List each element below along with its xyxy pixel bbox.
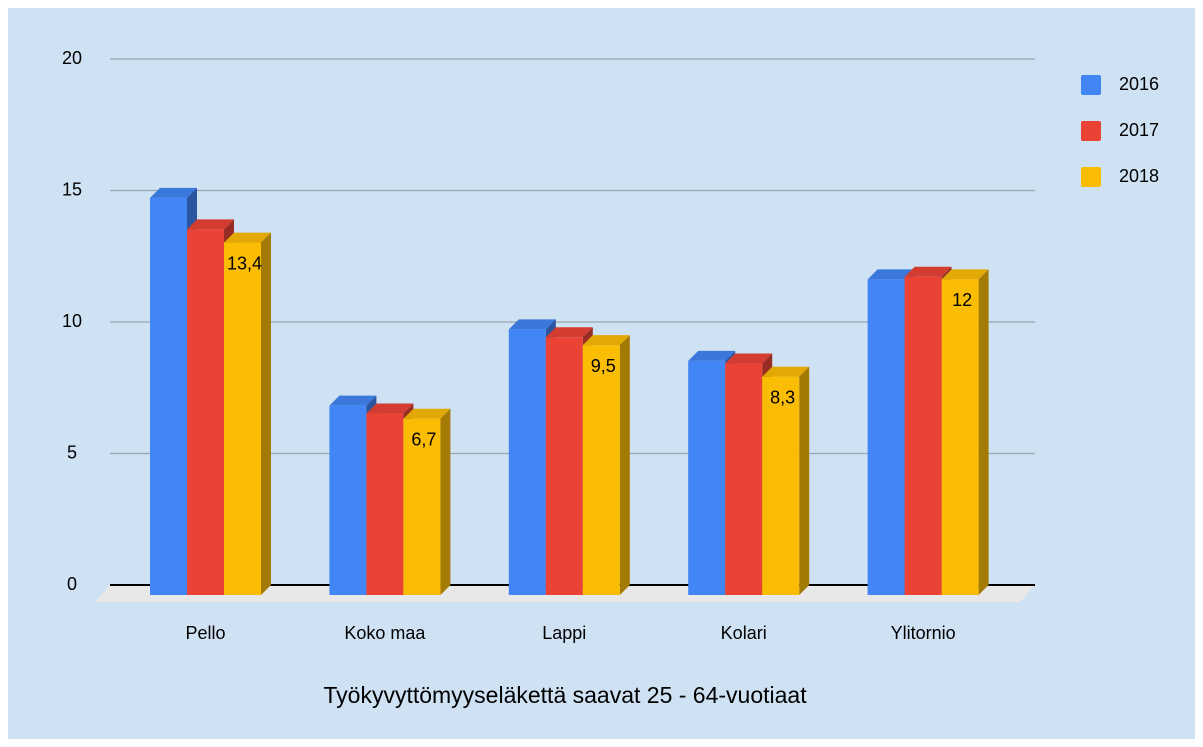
bar-front (545, 337, 583, 595)
bar-top (725, 353, 773, 364)
legend-swatch (1081, 121, 1101, 141)
bar-top (904, 266, 952, 277)
bar-side (978, 269, 989, 595)
bar-front (187, 229, 224, 595)
data-label: 8,3 (770, 387, 795, 407)
y-tick-label: 0 (67, 574, 77, 594)
bar-front (403, 418, 441, 595)
bar-front (904, 276, 942, 595)
bar-top (867, 269, 915, 280)
data-label: 12 (952, 290, 972, 310)
bar-front (224, 242, 261, 595)
y-tick-label: 5 (67, 442, 77, 462)
bar-side (619, 335, 630, 595)
legend-label: 2016 (1119, 74, 1159, 94)
bar-top (508, 319, 556, 330)
bar-front (150, 197, 187, 595)
bar-front (688, 360, 726, 595)
x-tick-label: Ylitornio (891, 623, 956, 643)
bar-front (867, 279, 905, 595)
chart-title: Työkyvyttömyyseläkettä saavat 25 - 64-vu… (323, 682, 807, 708)
bar (224, 232, 271, 595)
bar-front (329, 405, 367, 595)
bar (403, 408, 451, 595)
bar-top (545, 327, 593, 338)
y-tick-label: 20 (62, 48, 82, 68)
bar-top (150, 187, 197, 198)
bar-top (187, 219, 234, 230)
bar-top (688, 350, 736, 361)
bar-top (366, 403, 414, 414)
bar-front (762, 376, 800, 595)
y-tick-label: 10 (62, 311, 82, 331)
bar (941, 269, 989, 595)
legend-swatch (1081, 167, 1101, 187)
legend-label: 2017 (1119, 120, 1159, 140)
bar-side (440, 408, 451, 595)
data-label: 9,5 (591, 356, 616, 376)
y-tick-label: 15 (62, 179, 82, 199)
bar (762, 366, 810, 595)
bar-top (403, 408, 451, 419)
bar-side (799, 366, 810, 595)
bar-side (261, 232, 271, 595)
x-tick-label: Pello (185, 623, 225, 643)
bar-top (582, 335, 630, 346)
x-tick-label: Koko maa (344, 623, 426, 643)
bar-top (224, 232, 271, 243)
data-label: 6,7 (411, 430, 436, 450)
bar-front (725, 363, 763, 595)
bar-front (582, 345, 620, 595)
x-tick-label: Kolari (721, 623, 767, 643)
legend-label: 2018 (1119, 166, 1159, 186)
bar-top (329, 395, 377, 406)
data-label: 13,4 (227, 253, 262, 273)
bar-front (508, 329, 546, 595)
bar-top (941, 269, 989, 280)
bar-front (941, 279, 979, 595)
x-tick-label: Lappi (542, 623, 586, 643)
legend-swatch (1081, 75, 1101, 95)
bar-top (762, 366, 810, 377)
bar-front (366, 413, 404, 595)
bar (582, 335, 630, 595)
